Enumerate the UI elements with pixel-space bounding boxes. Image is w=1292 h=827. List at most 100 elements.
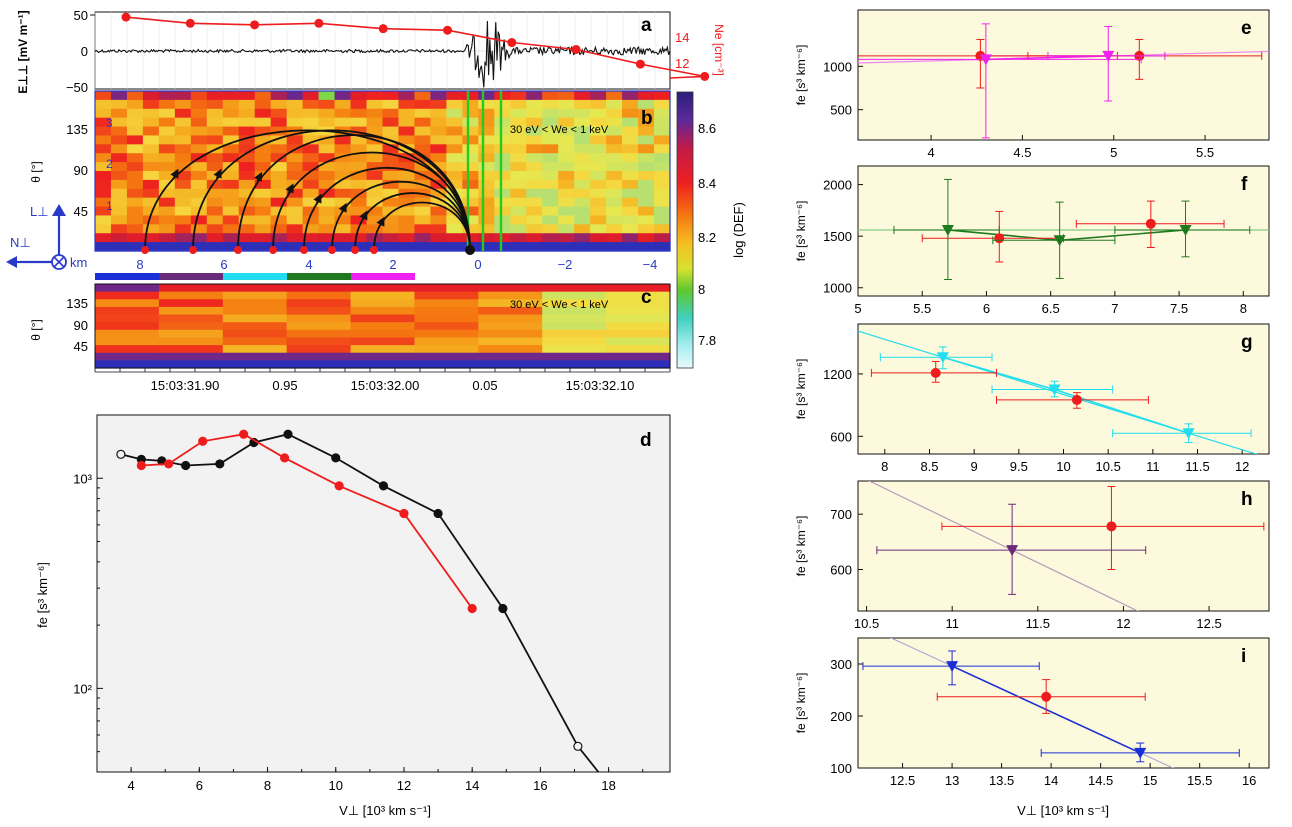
heat-cell <box>462 162 479 172</box>
heat-cell <box>606 153 623 163</box>
heat-cell <box>366 197 384 208</box>
heat-cell <box>95 171 112 181</box>
x-tick-label: 14.5 <box>1088 773 1113 788</box>
heat-cell <box>654 91 671 101</box>
heat-cell <box>95 197 112 208</box>
heat-cell <box>526 91 543 101</box>
heat-cell <box>206 206 224 217</box>
heat-cell <box>190 117 208 128</box>
x-tick-label: 14 <box>465 778 479 793</box>
heat-cell <box>350 337 416 346</box>
heat-cell <box>430 91 447 101</box>
heat-cell <box>206 117 224 128</box>
heat-cell <box>542 188 559 199</box>
y-tick-label: 1200 <box>823 367 852 382</box>
heat-cell <box>606 291 671 300</box>
heat-cell <box>302 179 320 190</box>
heat-cell <box>222 337 288 346</box>
heat-cell <box>126 242 144 252</box>
heat-cell <box>350 284 416 293</box>
heat-cell <box>478 352 543 361</box>
heat-cell <box>494 206 511 217</box>
panel-letter: f <box>1241 174 1248 195</box>
heat-cell <box>622 197 639 208</box>
heat-cell <box>110 99 128 110</box>
heat-cell <box>238 206 256 217</box>
heat-cell <box>558 135 575 145</box>
heat-cell <box>638 126 655 137</box>
data-point <box>1071 394 1082 405</box>
heat-cell <box>590 224 607 234</box>
data-point-triangle <box>941 224 954 236</box>
heat-cell <box>270 224 288 234</box>
heat-cell <box>254 188 272 199</box>
heat-cell <box>158 299 224 308</box>
heat-cell <box>558 206 575 217</box>
heat-cell <box>574 171 591 181</box>
heat-cell <box>606 306 671 316</box>
heat-cell <box>398 242 416 252</box>
panel-frame <box>857 323 1270 455</box>
plot-area <box>862 638 1240 768</box>
heat-cell <box>606 242 623 252</box>
heat-cell <box>606 179 623 190</box>
heat-cell <box>190 242 208 252</box>
panel-a-ytick-3: −50 <box>66 80 88 95</box>
heat-cell <box>254 91 272 101</box>
heat-cell <box>158 314 224 323</box>
y-axis-label: fe [s³ km⁻⁶] <box>794 359 808 420</box>
x-tick-label: 12 <box>397 778 411 793</box>
heat-cell <box>446 206 463 217</box>
panel-d-xlabel: V⊥ [10³ km s⁻¹] <box>339 803 431 818</box>
heat-cell <box>478 284 543 293</box>
data-point <box>239 429 249 439</box>
heat-cell <box>158 171 176 181</box>
heat-cell <box>222 322 288 331</box>
x-tick-label: 7 <box>1111 301 1118 316</box>
x-tick-label: 11.5 <box>1026 616 1050 631</box>
heat-cell <box>366 117 384 128</box>
heat-cell <box>190 224 208 234</box>
heat-cell <box>446 135 463 145</box>
heat-cell <box>638 206 655 217</box>
heat-cell <box>398 162 416 172</box>
heat-cell <box>510 188 527 199</box>
heat-cell <box>318 162 336 172</box>
heat-cell <box>414 162 432 172</box>
y-axis-label: fe [s³ km⁻⁶] <box>794 201 808 262</box>
heat-cell <box>606 162 623 172</box>
panel-c-ytick-1: 135 <box>66 296 88 311</box>
heat-cell <box>574 215 591 225</box>
gyro-arcs <box>141 129 471 254</box>
heat-cell <box>302 135 320 145</box>
density-point <box>314 18 324 28</box>
heat-cell <box>542 99 559 110</box>
segment-color-bar <box>95 273 479 280</box>
heat-cell <box>334 91 352 101</box>
heat-cell <box>446 144 463 154</box>
heat-cell <box>414 329 479 339</box>
heat-cell <box>302 188 320 199</box>
panel-a-letter: a <box>641 15 652 36</box>
heat-cell <box>638 215 655 225</box>
panel-c-ytick-3: 45 <box>74 339 88 354</box>
heat-cell <box>174 153 192 163</box>
heat-cell <box>590 215 607 225</box>
panel-d-axes: 4 6 8 10 12 14 16 18 10³ 10² <box>73 414 644 793</box>
heat-cell <box>462 188 479 199</box>
heat-cell <box>462 206 479 217</box>
x-tick-label: 13 <box>945 773 959 788</box>
x-tick-label: 5 <box>1110 145 1117 160</box>
x-tick-label: 13.5 <box>989 773 1014 788</box>
heat-cell <box>542 171 559 181</box>
heat-cell <box>190 215 208 225</box>
data-point-triangle <box>946 661 959 673</box>
panel-e: 4 4.5 5 5.5 1000 500 e fe [s³ km⁻⁶] <box>794 9 1270 160</box>
heat-cell <box>222 360 288 369</box>
heat-cell <box>174 171 192 181</box>
plot-area <box>858 330 1258 454</box>
heat-cell <box>382 188 400 199</box>
heat-cell <box>574 242 591 252</box>
heat-cell <box>622 153 639 163</box>
heat-cell <box>95 91 112 101</box>
